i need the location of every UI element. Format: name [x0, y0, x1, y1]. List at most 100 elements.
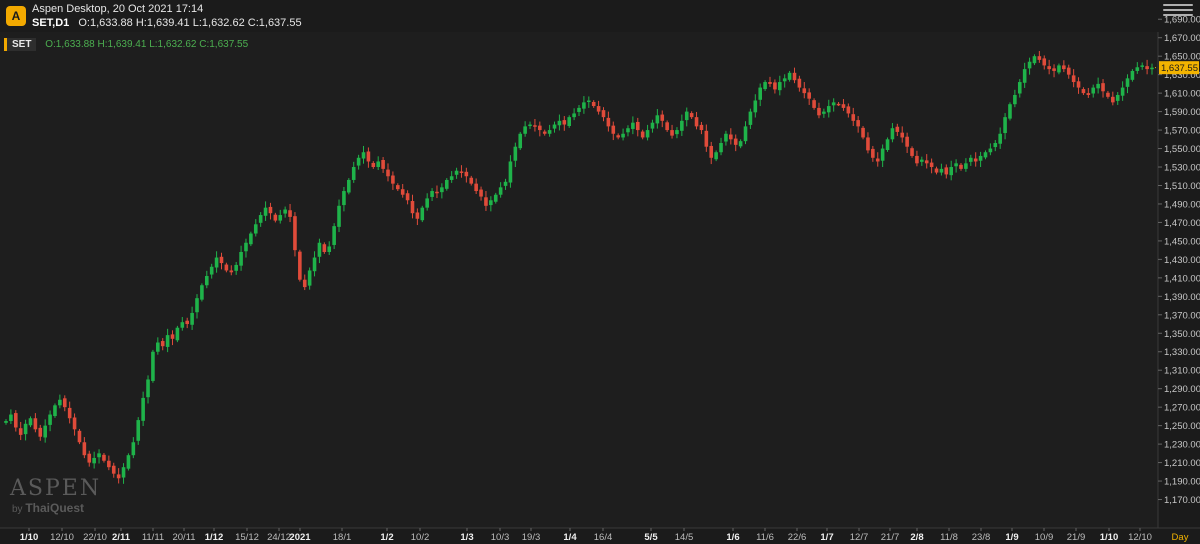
- candle-body: [48, 414, 52, 425]
- candle-body: [151, 351, 155, 381]
- candle: [102, 452, 106, 463]
- candle-body: [782, 78, 787, 82]
- candle-body: [675, 130, 679, 135]
- candle-body: [239, 251, 243, 266]
- candle-body: [302, 279, 307, 288]
- symbol-line: SET,D1 O:1,633.88 H:1,639.41 L:1,632.62 …: [32, 17, 302, 29]
- candle-body: [968, 157, 973, 162]
- candle: [38, 424, 43, 441]
- candle: [13, 410, 18, 432]
- candle: [586, 96, 591, 108]
- y-tick-label: 1,370.00: [1164, 310, 1200, 321]
- y-tick-label: 1,230.00: [1164, 440, 1200, 451]
- candle-body: [1096, 83, 1100, 89]
- candle: [513, 142, 518, 168]
- candle: [293, 212, 297, 257]
- candle-body: [557, 120, 562, 126]
- candle-body: [283, 209, 287, 214]
- candle: [435, 185, 439, 199]
- candle: [973, 152, 978, 167]
- candle: [253, 219, 258, 237]
- candle: [704, 124, 709, 152]
- candle: [880, 144, 885, 168]
- candle-body: [1071, 75, 1076, 83]
- candle-body: [165, 335, 170, 347]
- candle: [204, 270, 209, 289]
- candle-body: [200, 285, 204, 300]
- candle: [107, 455, 111, 471]
- candle: [1130, 69, 1135, 82]
- candle: [1091, 84, 1096, 98]
- candle-body: [87, 453, 92, 463]
- price-axis-panel: [1158, 32, 1200, 528]
- candle: [523, 121, 527, 137]
- candle-body: [567, 117, 572, 127]
- candle-body: [964, 163, 968, 169]
- candle-body: [185, 320, 190, 325]
- candle: [1027, 57, 1032, 75]
- candle-body: [1008, 104, 1012, 119]
- candle: [249, 231, 253, 247]
- candle-body: [347, 179, 351, 193]
- candle: [43, 419, 47, 443]
- candle-body: [871, 148, 875, 158]
- candle: [170, 330, 175, 346]
- candle: [410, 194, 415, 219]
- y-tick-label: 1,510.00: [1164, 181, 1200, 192]
- candle: [126, 453, 131, 471]
- window-title: Aspen Desktop, 20 Oct 2021 17:14: [32, 3, 204, 15]
- candle-body: [38, 427, 43, 437]
- candle-body: [689, 113, 694, 118]
- legend-symbol-tag[interactable]: SET: [4, 38, 37, 51]
- candle: [371, 161, 376, 169]
- candle: [332, 223, 336, 250]
- candle: [400, 184, 405, 198]
- candle: [635, 117, 640, 137]
- candle: [738, 139, 743, 149]
- candle: [616, 133, 620, 140]
- candle-body: [542, 131, 547, 134]
- candle-body: [1027, 61, 1032, 69]
- candle-body: [939, 168, 944, 173]
- candle-body: [973, 158, 978, 162]
- candle: [219, 252, 224, 270]
- candle-body: [464, 171, 469, 177]
- time-axis-panel: [0, 528, 1200, 544]
- candle: [601, 107, 606, 122]
- x-tick-label: 10/3: [491, 532, 510, 543]
- candle: [949, 160, 954, 181]
- candle-body: [684, 111, 689, 121]
- candle: [489, 196, 493, 212]
- candle-body: [1150, 67, 1154, 70]
- candle-body: [371, 162, 376, 168]
- candle-body: [724, 133, 728, 142]
- candle: [131, 437, 136, 459]
- candle: [591, 100, 596, 108]
- legend-ohlc-values: O:1,633.88 H:1,639.41 L:1,632.62 C:1,637…: [45, 39, 249, 50]
- candle-body: [1086, 93, 1091, 95]
- candle: [538, 121, 542, 137]
- candle-body: [768, 82, 772, 84]
- candle-body: [214, 257, 219, 268]
- candle-body: [444, 179, 449, 189]
- y-tick-label: 1,490.00: [1164, 199, 1200, 210]
- candle: [1111, 91, 1115, 106]
- candle: [9, 409, 13, 424]
- candle-body: [1066, 67, 1071, 75]
- candle-body: [635, 121, 640, 131]
- candle: [567, 115, 572, 128]
- candle-body: [694, 117, 699, 127]
- candle: [660, 110, 665, 128]
- candle: [503, 178, 508, 190]
- candle: [655, 109, 660, 129]
- candle-body: [273, 214, 278, 221]
- menu-icon[interactable]: [1163, 4, 1193, 16]
- candle-body: [748, 111, 753, 125]
- x-tick-label: 12/10: [1128, 532, 1152, 543]
- candle-body: [1115, 94, 1120, 101]
- candle-body: [797, 78, 802, 88]
- aspen-logo-icon[interactable]: A: [6, 6, 26, 26]
- candle: [1145, 59, 1149, 75]
- candle: [1115, 92, 1120, 105]
